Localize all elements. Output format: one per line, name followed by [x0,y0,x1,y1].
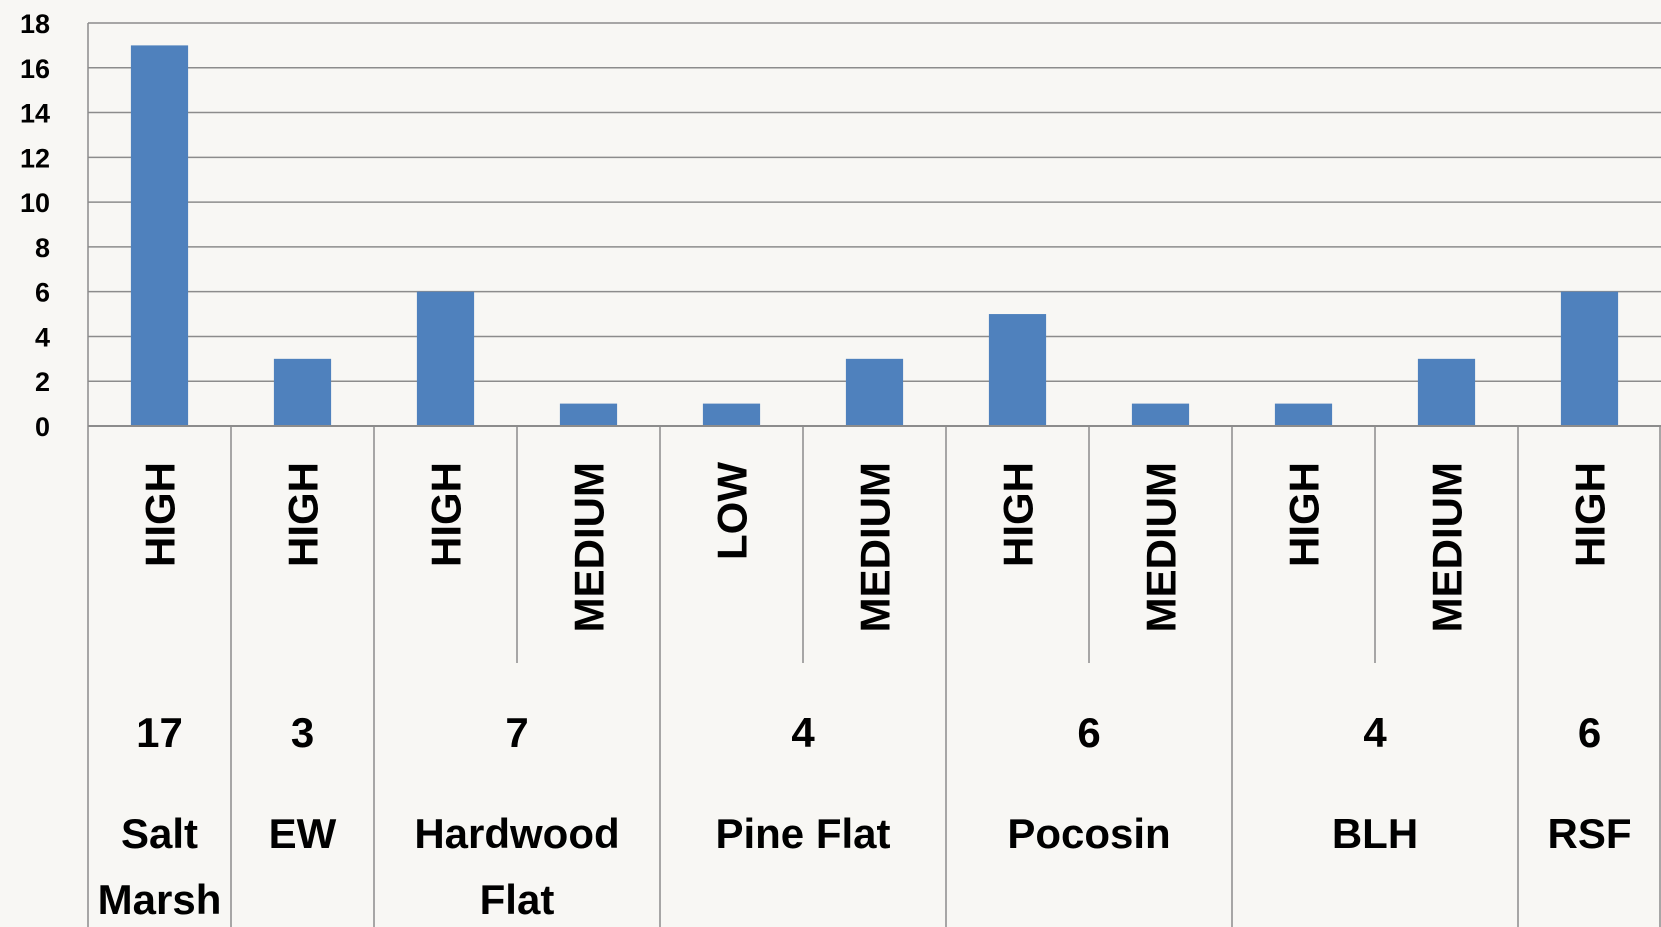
level-label: HIGH [1567,462,1614,567]
group-name-label: Pocosin [1007,810,1170,857]
group-name-label: BLH [1332,810,1418,857]
group-total-label: 7 [505,709,528,756]
level-label: HIGH [280,462,327,567]
bars [130,45,1619,427]
bar [130,45,189,427]
group-total-label: 4 [791,709,815,756]
y-tick-label: 4 [35,322,50,352]
y-tick-label: 6 [35,278,50,308]
y-tick-label: 2 [35,367,50,397]
group-name-label: Flat [480,876,555,923]
bar [416,291,475,426]
level-label: HIGH [1281,462,1328,567]
bar [1417,358,1476,426]
group-total-label: 17 [136,709,183,756]
group-total-label: 6 [1077,709,1100,756]
bar [702,403,761,426]
level-label: HIGH [137,462,184,567]
group-total-label: 4 [1363,709,1387,756]
level-label: MEDIUM [852,462,899,632]
bar [1560,291,1619,426]
category-labels: HIGH 17 Salt Marsh HIGH 3 EW HIGH MEDIUM 7 Hardwoo… [98,462,1632,923]
level-label: MEDIUM [1424,462,1471,632]
group-name-label: Pine Flat [715,810,890,857]
group-name-label: EW [269,810,337,857]
y-tick-label: 14 [20,99,50,129]
bar [273,358,332,426]
bar [988,314,1047,426]
bar [559,403,618,426]
y-tick-label: 8 [35,233,50,263]
y-tick-label: 16 [20,54,50,84]
y-tick-label: 12 [20,143,50,173]
level-label: LOW [709,462,756,560]
gridlines [88,22,1661,427]
level-label: MEDIUM [1138,462,1185,632]
y-tick-label: 10 [20,188,50,218]
level-label: MEDIUM [566,462,613,632]
bar [1131,403,1190,426]
group-name-label: Salt [121,810,198,857]
group-name-label: RSF [1548,810,1632,857]
group-total-label: 3 [291,709,314,756]
axes: 0 2 4 6 8 10 12 14 16 18 [20,9,1661,927]
group-name-label: Marsh [98,876,222,923]
y-tick-label: 0 [35,412,50,442]
y-tick-label: 18 [20,9,50,39]
group-name-label: Hardwood [414,810,619,857]
bar [1274,403,1333,426]
group-total-label: 6 [1578,709,1601,756]
level-label: HIGH [423,462,470,567]
bar [845,358,904,426]
level-label: HIGH [995,462,1042,567]
